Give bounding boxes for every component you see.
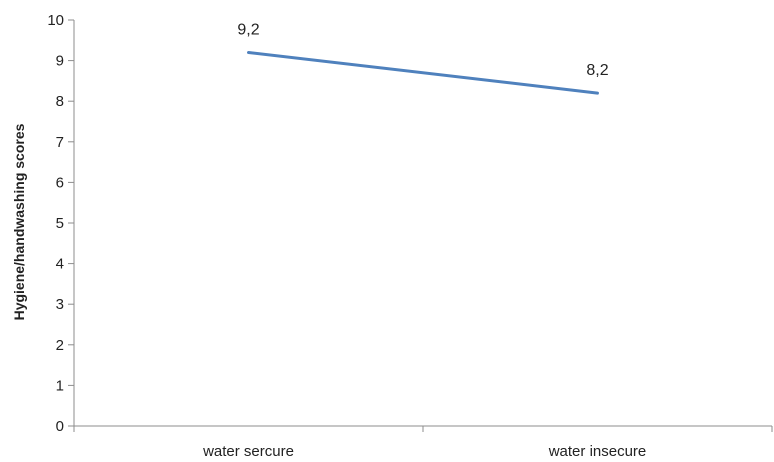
y-tick-label: 4 bbox=[56, 256, 64, 273]
y-tick-label: 3 bbox=[56, 296, 64, 313]
x-axis: water sercure water insecure bbox=[73, 425, 773, 460]
series-group: 9,2 8,2 bbox=[237, 21, 609, 95]
y-tick-label: 2 bbox=[56, 337, 64, 354]
y-tick-label: 5 bbox=[56, 215, 64, 232]
data-label: 8,2 bbox=[586, 62, 608, 79]
y-tick-label: 6 bbox=[56, 174, 64, 191]
y-tick-label: 10 bbox=[47, 12, 64, 29]
x-tick-label: water sercure bbox=[202, 443, 294, 460]
y-axis-title: Hygiene/handwashing scores bbox=[11, 123, 27, 320]
y-tick-label: 1 bbox=[56, 377, 64, 394]
x-tick-label: water insecure bbox=[548, 443, 647, 460]
y-axis: 0 1 2 3 4 5 6 7 8 9 10 bbox=[47, 12, 75, 435]
y-tick-label: 8 bbox=[56, 93, 64, 110]
series-line bbox=[247, 50, 599, 95]
y-tick-label: 9 bbox=[56, 53, 64, 70]
y-tick-label: 7 bbox=[56, 134, 64, 151]
y-tick-label: 0 bbox=[56, 418, 64, 435]
data-label: 9,2 bbox=[237, 21, 259, 38]
